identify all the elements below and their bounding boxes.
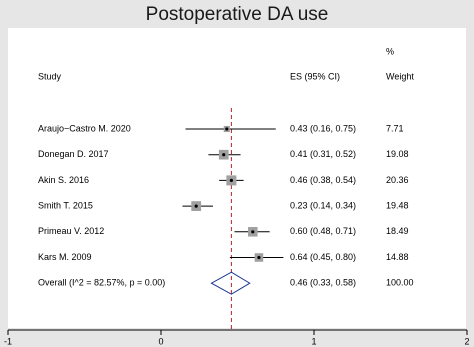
ci-label: 0.41 (0.31, 0.52) <box>290 149 356 159</box>
point-estimate <box>257 255 261 260</box>
chart-title: Postoperative DA use <box>146 4 329 25</box>
study-label: Araujo−Castro M. 2020 <box>38 123 131 133</box>
ci-label: 0.43 (0.16, 0.75) <box>290 123 356 133</box>
ci-label: 0.60 (0.48, 0.71) <box>290 226 356 236</box>
weight-label: 19.48 <box>386 200 409 210</box>
weight-label: 7.71 <box>386 123 404 133</box>
column-header: ES (95% CI) <box>290 71 340 81</box>
x-tick-label: 1 <box>311 336 316 346</box>
point-estimate <box>229 178 233 182</box>
plot-area <box>8 28 466 328</box>
study-label: Donegan D. 2017 <box>38 149 109 159</box>
weight-label: 18.49 <box>386 226 409 236</box>
point-estimate <box>222 153 226 157</box>
ci-label: 0.46 (0.38, 0.54) <box>290 175 356 185</box>
weight-label: 100.00 <box>386 278 414 288</box>
column-header: Study <box>38 71 62 81</box>
weight-label: 14.88 <box>386 252 409 262</box>
study-label: Primeau V. 2012 <box>38 226 104 236</box>
study-label: Akin S. 2016 <box>38 175 89 185</box>
column-header: Weight <box>386 71 414 81</box>
ci-label: 0.23 (0.14, 0.34) <box>290 200 356 210</box>
ci-label: 0.64 (0.45, 0.80) <box>290 252 356 262</box>
weight-label: 19.08 <box>386 149 409 159</box>
overall-label: Overall (I^2 = 82.57%, p = 0.00) <box>38 278 165 288</box>
study-label: Smith T. 2015 <box>38 200 93 210</box>
column-header: % <box>386 46 394 56</box>
overall-diamond <box>210 271 251 295</box>
study-label: Kars M. 2009 <box>38 252 92 262</box>
point-estimate <box>251 230 255 234</box>
point-estimate <box>225 127 229 131</box>
ci-label: 0.46 (0.33, 0.58) <box>290 278 356 288</box>
x-tick-label: 0 <box>158 336 163 346</box>
weight-label: 20.36 <box>386 175 409 185</box>
point-estimate <box>194 204 198 208</box>
x-tick-label: -1 <box>4 336 12 346</box>
x-tick-label: 2 <box>464 336 469 346</box>
